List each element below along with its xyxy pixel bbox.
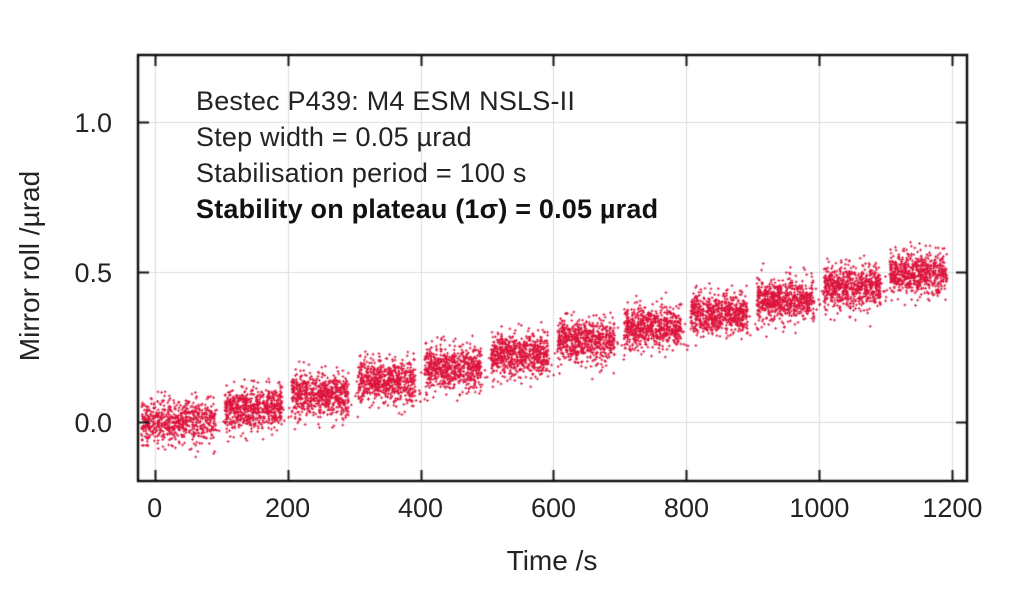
- x-tick-label: 200: [265, 493, 311, 523]
- x-tick-label: 1200: [922, 493, 983, 523]
- x-axis-title: Time /s: [506, 545, 598, 576]
- y-tick-label: 1.0: [74, 107, 112, 138]
- annotation-line-2: Step width = 0.05 µrad: [196, 122, 472, 152]
- x-tick-label: 1000: [789, 493, 850, 523]
- annotation-line-3: Stabilisation period = 100 s: [196, 158, 527, 188]
- x-tick-label: 600: [530, 493, 577, 523]
- x-tick-label: 0: [147, 493, 163, 523]
- x-tick-label: 800: [663, 493, 709, 523]
- y-tick-label: 0.0: [74, 407, 112, 438]
- x-tick-label: 400: [398, 493, 444, 523]
- annotation-line-1: Bestec P439: M4 ESM NSLS-II: [196, 86, 576, 116]
- annotation-line-4: Stability on plateau (1σ) = 0.05 µrad: [196, 194, 659, 224]
- y-tick-label: 0.5: [74, 257, 112, 288]
- annotation-block: Bestec P439: M4 ESM NSLS-II Step width =…: [196, 83, 658, 227]
